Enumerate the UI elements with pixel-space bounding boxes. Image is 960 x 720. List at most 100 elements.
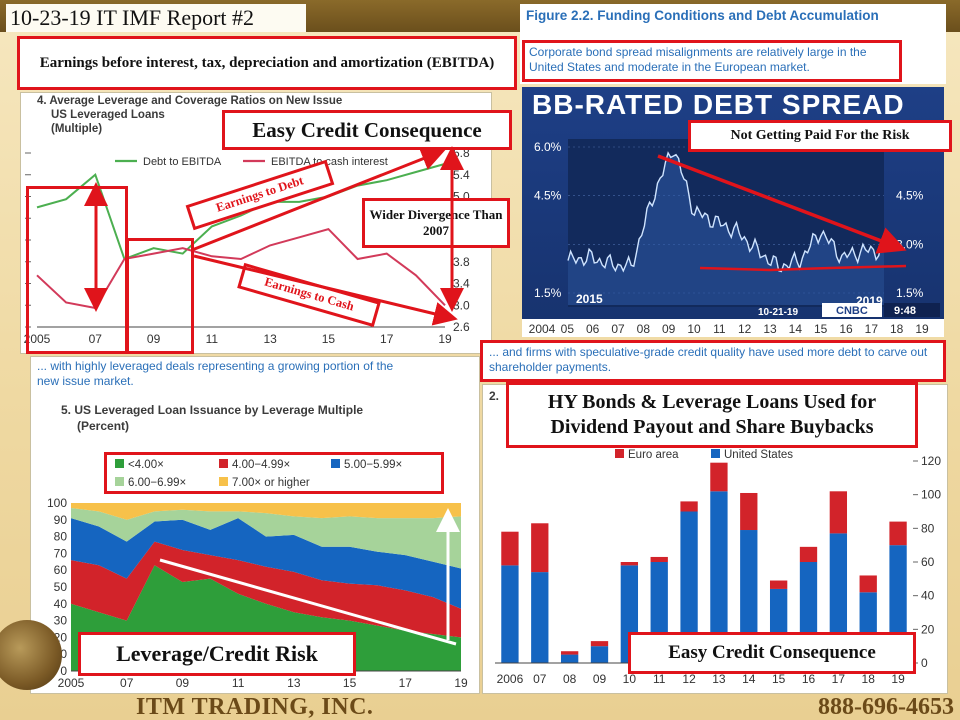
highlight-box-2009 — [126, 238, 194, 354]
cnbc-x-tick: 13 — [763, 322, 777, 336]
lev-y-tick: 3.0 — [453, 298, 470, 312]
cnbc-x-tick: 10 — [687, 322, 701, 336]
hy-x-tick: 11 — [653, 672, 666, 686]
hy-bar-euro — [560, 651, 579, 655]
cnbc-left-tick: 1.5% — [534, 286, 562, 300]
hy-x-tick: 14 — [742, 672, 756, 686]
hy-x-tick: 13 — [712, 672, 726, 686]
issuance-y-tick: 30 — [54, 614, 68, 628]
cnbc-x-tick: 05 — [561, 322, 575, 336]
hy-x-tick: 08 — [563, 672, 577, 686]
cnbc-time-label: 9:48 — [894, 305, 916, 317]
issuance-x-tick: 07 — [120, 676, 134, 690]
hy-y-tick: 20 — [921, 622, 935, 636]
issuance-x-tick: 15 — [343, 676, 357, 690]
issuance-y-tick: 40 — [54, 597, 68, 611]
hy-x-tick: 09 — [593, 672, 607, 686]
cnbc-x-tick: 2004 — [529, 322, 556, 336]
cnbc-logo-icon — [822, 303, 882, 317]
cnbc-x-tick: 07 — [611, 322, 625, 336]
hy-bar-euro — [740, 492, 758, 531]
cnbc-left-tick: 4.5% — [534, 189, 562, 203]
footer-company: ITM TRADING, INC. — [136, 694, 374, 720]
hy-bonds-callout: HY Bonds & Leverage Loans Used for Divid… — [506, 382, 918, 448]
hy-bar-euro — [650, 556, 668, 562]
hy-x-tick: 15 — [772, 672, 786, 686]
hy-bar-us — [501, 565, 519, 663]
cnbc-x-tick: 12 — [738, 322, 752, 336]
cnbc-x-tick: 09 — [662, 322, 676, 336]
issuance-y-tick: 80 — [54, 530, 68, 544]
cnbc-xaxis-strip: 2004 05 06 07 08 09 10 11 12 13 14 15 16 17 18 19 — [522, 319, 944, 337]
issuance-y-tick: 70 — [54, 546, 68, 560]
hy-x-tick: 16 — [802, 672, 816, 686]
lev-x-tick: 13 — [263, 332, 277, 346]
highlight-box-2007 — [26, 186, 128, 354]
hy-bar-us — [680, 511, 698, 663]
issuance-y-tick: 0 — [60, 664, 67, 678]
lev-y-tick: 3.4 — [453, 277, 470, 291]
leverage-chart-subtitle: US Leveraged Loans — [51, 109, 165, 121]
hy-bar-euro — [501, 531, 519, 566]
issuance-intro-text: ... with highly leveraged deals represen… — [37, 359, 394, 388]
hy-bar-euro — [859, 575, 877, 593]
lev-x-tick: 15 — [322, 332, 336, 346]
cnbc-right-tick: 3.0% — [896, 237, 924, 251]
cnbc-x-tick: 17 — [865, 322, 879, 336]
legend-ebitda-to-cash: EBITDA to cash interest — [271, 156, 388, 168]
hy-x-tick: 2006 — [497, 672, 524, 686]
issuance-y-tick: 50 — [54, 580, 68, 594]
footer-phone: 888-696-4653 — [818, 694, 954, 720]
figure-title: Figure 2.2. Funding Conditions and Debt … — [526, 8, 879, 23]
hy-bar-us — [710, 491, 728, 663]
hy-bar-euro — [590, 641, 609, 647]
cnbc-x-tick: 19 — [915, 322, 929, 336]
hy-y-tick: 0 — [921, 656, 928, 670]
ebitda-callout: Earnings before interest, tax, depreciat… — [17, 36, 517, 90]
issuance-x-tick: 2005 — [58, 676, 85, 690]
lev-y-tick: 5.4 — [453, 168, 470, 182]
hy-y-tick: 120 — [921, 454, 941, 468]
legend-debt-to-ebitda: Debt to EBITDA — [143, 156, 222, 168]
issuance-legend-entry: 6.00−6.99× — [128, 477, 186, 489]
hy-x-tick: 10 — [623, 672, 637, 686]
cnbc-chart-title: BB-RATED DEBT SPREAD — [532, 89, 905, 120]
cnbc-right-tick: 4.5% — [896, 189, 924, 203]
hy-bar-us — [740, 530, 758, 663]
globe-logo-icon — [0, 620, 62, 690]
issuance-x-tick: 17 — [399, 676, 413, 690]
cnbc-inner-label-2015: 2015 — [576, 292, 603, 306]
cnbc-date-label: 10-21-19 — [758, 307, 798, 318]
issuance-area-4 — [71, 503, 461, 520]
cnbc-x-tick: 14 — [789, 322, 803, 336]
lev-y-tick: 2.6 — [453, 320, 470, 334]
lev-y-tick: 3.8 — [453, 255, 470, 269]
hy-x-tick: 17 — [832, 672, 846, 686]
wider-divergence-callout: Wider Divergence Than 2007 — [362, 198, 510, 248]
issuance-y-tick: 100 — [47, 496, 67, 510]
leverage-chart-units: (Multiple) — [51, 123, 103, 135]
cnbc-network-label: CNBC — [836, 305, 868, 317]
hy-bar-us — [560, 654, 579, 663]
hy-bar-us — [829, 533, 848, 663]
issuance-legend-entry: 5.00−5.99× — [344, 459, 402, 471]
hy-bar-euro — [710, 462, 728, 492]
cnbc-left-tick: 6.0% — [534, 140, 562, 154]
cnbc-x-tick: 16 — [839, 322, 853, 336]
issuance-x-tick: 11 — [232, 676, 245, 690]
issuance-legend-entry: 7.00× or higher — [232, 477, 310, 489]
hy-bar-us — [531, 572, 549, 663]
issuance-x-tick: 13 — [287, 676, 301, 690]
hy-y-tick: 100 — [921, 488, 941, 502]
lev-x-tick: 09 — [147, 332, 161, 346]
issuance-y-tick: 90 — [54, 513, 68, 527]
hy-bar-euro — [531, 523, 549, 573]
hy-x-tick: 12 — [682, 672, 696, 686]
lev-x-tick: 2005 — [24, 332, 51, 346]
easy-credit-callout-bottom: Easy Credit Consequence — [628, 632, 916, 674]
cnbc-x-tick: 08 — [637, 322, 651, 336]
leverage-risk-callout: Leverage/Credit Risk — [78, 632, 356, 676]
lev-x-tick: 19 — [438, 332, 452, 346]
hy-bar-euro — [680, 501, 698, 512]
hy-chart-number: 2. — [489, 389, 500, 403]
